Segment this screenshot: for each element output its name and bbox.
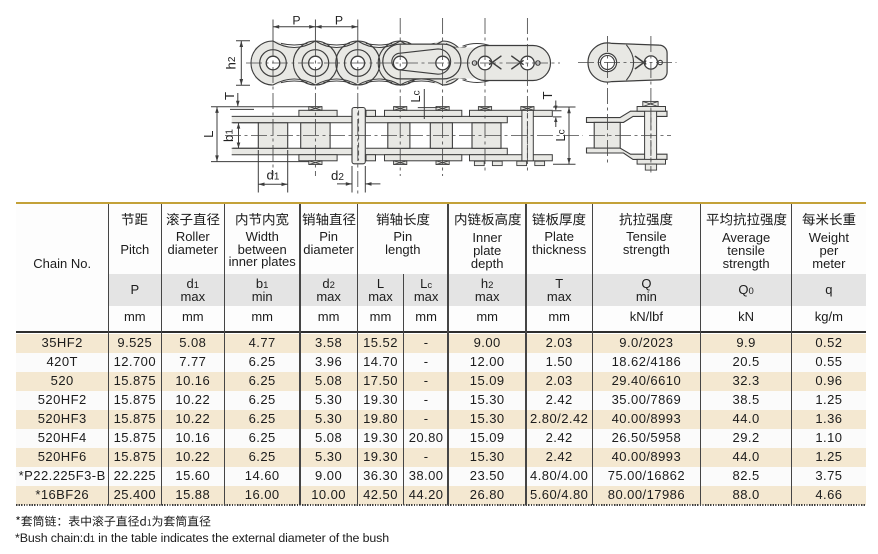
svg-text:L: L bbox=[201, 131, 216, 138]
svg-text:h2: h2 bbox=[223, 56, 238, 69]
svg-text:Lc: Lc bbox=[408, 90, 423, 102]
svg-text:P: P bbox=[292, 13, 300, 27]
svg-text:Lc: Lc bbox=[553, 129, 568, 141]
svg-text:T: T bbox=[222, 92, 237, 100]
svg-text:P: P bbox=[335, 13, 343, 27]
svg-text:d2: d2 bbox=[331, 168, 344, 183]
svg-text:T: T bbox=[540, 91, 555, 99]
